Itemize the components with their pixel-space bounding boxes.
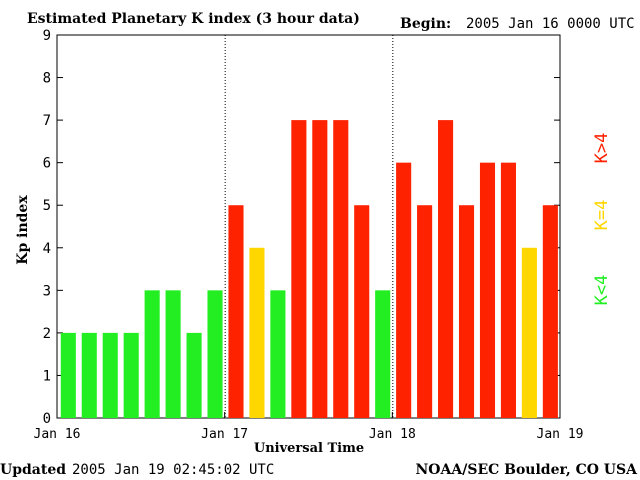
plot-frame xyxy=(56,34,561,419)
begin-value: 2005 Jan 16 0000 UTC xyxy=(466,16,635,32)
kp-bar xyxy=(186,332,202,418)
x-tick-label: Jan 18 xyxy=(369,427,416,442)
legend-item: K=4 xyxy=(592,200,612,231)
y-tick-label: 9 xyxy=(43,28,51,44)
kp-bar xyxy=(270,290,286,418)
kp-bar xyxy=(207,290,223,418)
kp-bar xyxy=(542,205,558,418)
chart-title: Estimated Planetary K index (3 hour data… xyxy=(27,11,360,27)
kp-bar xyxy=(312,120,328,418)
kp-bar xyxy=(102,332,118,418)
x-tick-label: Jan 16 xyxy=(34,427,81,442)
y-tick-label: 2 xyxy=(43,326,51,342)
y-tick-label: 5 xyxy=(43,198,51,214)
kp-bar xyxy=(123,332,139,418)
plot-area: 0 1 2 3 4 5 6 7 8 9 Jan 16 Jan 17 Jan 18 Jan 19 xyxy=(34,28,584,442)
kp-bar xyxy=(60,332,76,418)
kp-bar xyxy=(291,120,307,418)
kp-bar xyxy=(375,290,391,418)
kp-bar xyxy=(521,247,537,418)
x-axis-label: Universal Time xyxy=(254,441,364,456)
x-tick-label: Jan 19 xyxy=(537,427,584,442)
begin-label: Begin: xyxy=(400,16,451,32)
kp-bar xyxy=(438,120,454,418)
y-tick-label: 3 xyxy=(43,283,51,299)
kp-bar xyxy=(81,332,97,418)
legend-item: K>4 xyxy=(592,133,612,164)
x-tick-label: Jan 17 xyxy=(201,427,248,442)
y-tick-label: 6 xyxy=(43,156,51,172)
kp-bar xyxy=(396,162,412,418)
kp-bar xyxy=(333,120,349,418)
kp-bar xyxy=(479,162,496,418)
y-axis-label: Kp index xyxy=(15,195,31,265)
kp-bar xyxy=(228,205,244,418)
kp-bar xyxy=(249,247,265,418)
legend-item: K<4 xyxy=(592,275,612,306)
y-tick-label: 7 xyxy=(43,113,51,129)
y-tick-label: 1 xyxy=(43,368,51,384)
y-tick-label: 8 xyxy=(43,71,51,87)
kp-bar xyxy=(165,290,181,418)
kp-bar xyxy=(354,205,370,418)
kp-bar xyxy=(500,162,516,418)
updated-label: Updated xyxy=(0,462,66,478)
source-credit: NOAA/SEC Boulder, CO USA xyxy=(416,462,639,478)
kp-bar xyxy=(458,205,475,418)
y-tick-label: 0 xyxy=(43,411,51,427)
y-tick-label: 4 xyxy=(43,241,51,257)
legend: K<4 K=4 K>4 xyxy=(592,133,612,306)
kp-bar xyxy=(144,290,160,418)
kp-bar xyxy=(417,205,433,418)
updated-value: 2005 Jan 19 02:45:02 UTC xyxy=(72,462,274,478)
